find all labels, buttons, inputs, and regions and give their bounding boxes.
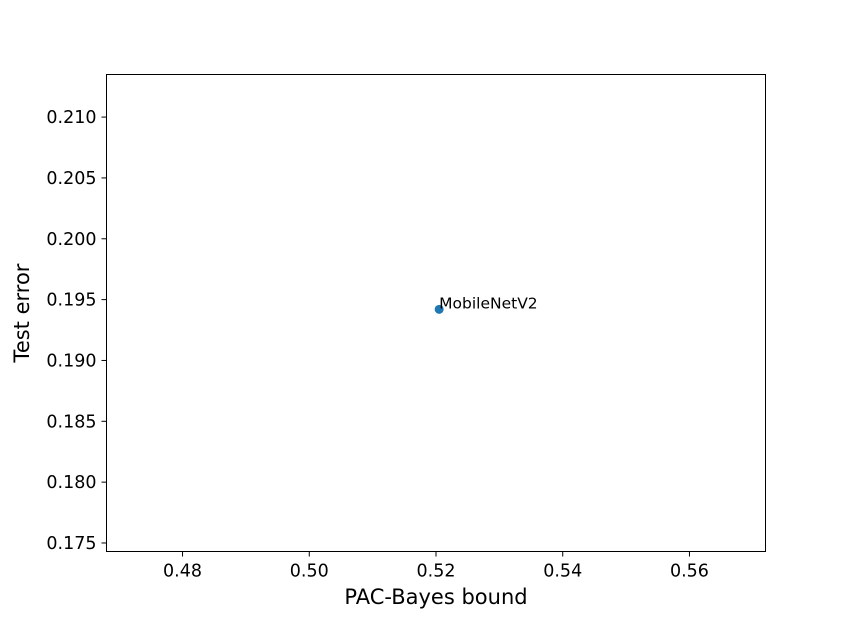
y-axis-ticks: 0.175 0.180 0.185 0.190 0.195 0.200 0.205 0.210 [46, 108, 107, 554]
x-tick-label: 0.48 [163, 562, 202, 582]
data-points: MobileNetV2 [434, 294, 538, 314]
plot-area-frame [106, 74, 766, 552]
y-tick-label: 0.175 [46, 534, 96, 554]
y-axis-title: Test error [10, 263, 34, 363]
x-axis-title: PAC-Bayes bound [344, 585, 527, 609]
y-tick-label: 0.185 [46, 412, 96, 432]
data-point [434, 304, 444, 314]
y-tick-label: 0.210 [46, 108, 96, 128]
x-tick-label: 0.54 [543, 562, 582, 582]
y-tick-label: 0.205 [46, 169, 96, 189]
y-tick-label: 0.190 [46, 351, 96, 371]
x-tick-label: 0.52 [417, 562, 456, 582]
x-axis-ticks: 0.48 0.50 0.52 0.54 0.56 [163, 551, 709, 582]
data-point-label: MobileNetV2 [439, 294, 538, 312]
x-tick-label: 0.56 [670, 562, 709, 582]
y-tick-label: 0.180 [46, 473, 96, 493]
y-tick-label: 0.195 [46, 291, 96, 311]
x-tick-label: 0.50 [290, 562, 329, 582]
y-tick-label: 0.200 [46, 230, 96, 250]
